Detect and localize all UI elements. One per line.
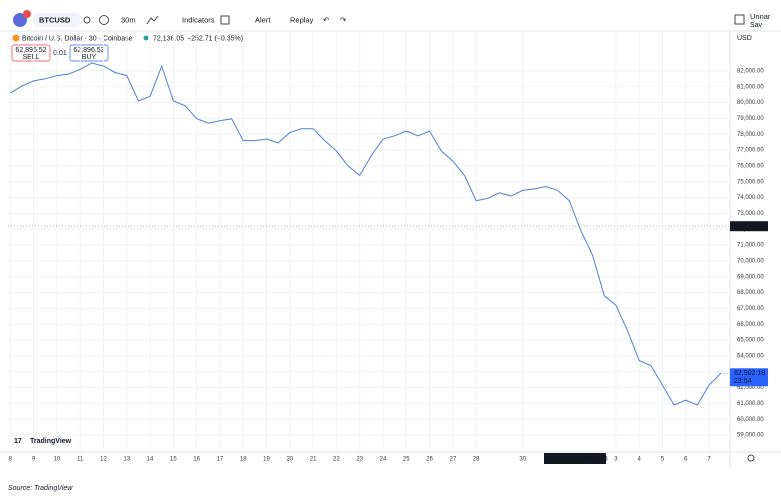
x-tick-label: 25	[403, 457, 410, 463]
last-price-label: 62,902.18	[734, 370, 765, 377]
alert[interactable]: Alert	[255, 15, 271, 24]
sell-price[interactable]: 62,896.52	[15, 47, 46, 54]
x-tick-label: 5	[661, 457, 665, 463]
y-tick-label: 81,000.00	[737, 84, 764, 90]
settings-icon[interactable]	[747, 454, 755, 462]
interval[interactable]: 30m	[121, 15, 136, 24]
x-tick-label: 12	[100, 457, 107, 463]
x-tick-label: 4	[637, 457, 641, 463]
x-tick-label: 30	[519, 457, 526, 463]
last-price-box	[730, 368, 768, 387]
plot: 59,000.0060,000.0061,000.0062,000.0063,0…	[8, 31, 768, 464]
y-tick-label: 79,000.00	[737, 116, 764, 122]
price-level-box	[730, 221, 768, 232]
y-tick-label: 69,000.00	[737, 274, 764, 280]
currency: USD	[737, 35, 752, 42]
symbol[interactable]: BTCUSD	[39, 15, 71, 24]
legend-change: −252.71 (−0.35%)	[187, 35, 243, 42]
y-tick-label: 61,000.00	[737, 401, 764, 407]
source: Source: TradingView	[8, 485, 73, 492]
sell-label[interactable]: SELL	[22, 54, 39, 61]
x-tick-label: 23	[356, 457, 363, 463]
x-tick-label: 16	[193, 457, 200, 463]
avatar[interactable]	[13, 13, 27, 27]
y-tick-label: 80,000.00	[737, 100, 764, 106]
crosshair-label: Mon 01 Jun '26	[547, 456, 595, 463]
chart-type-icon[interactable]	[146, 15, 159, 25]
y-tick-label: 77,000.00	[737, 148, 764, 154]
undo[interactable]: ↶	[323, 15, 330, 24]
x-tick-label: 26	[426, 457, 433, 463]
buy-price[interactable]: 62,896.53	[73, 47, 104, 54]
price-level-label: 72,189.96	[734, 223, 765, 230]
x-tick-label: 17	[217, 457, 224, 463]
x-tick-label: 8	[9, 457, 13, 463]
x-tick-label: 21	[310, 457, 317, 463]
y-tick-label: 70,000.00	[737, 258, 764, 264]
y-tick-label: 62,000.00	[737, 385, 764, 391]
y-tick-label: 74,000.00	[737, 195, 764, 201]
logo: TradingView	[30, 438, 72, 445]
x-tick-label: 9	[32, 457, 36, 463]
crosshair-box	[544, 453, 606, 464]
y-tick-label: 75,000.00	[737, 179, 764, 185]
layout-icon[interactable]	[734, 14, 745, 25]
x-tick-label: 6	[684, 457, 688, 463]
x-tick-label: 19	[263, 457, 270, 463]
layout-save[interactable]: Sav	[750, 22, 763, 29]
buy-label[interactable]: BUY	[82, 54, 97, 61]
spread: 0.01	[53, 50, 67, 57]
redo[interactable]: ↷	[340, 15, 347, 24]
x-tick-label: 14	[147, 457, 154, 463]
badge	[23, 10, 31, 18]
x-tick-label: 18	[240, 457, 247, 463]
x-tick-label: 13	[123, 457, 130, 463]
x-tick-label: 24	[380, 457, 387, 463]
y-tick-label: 64,000.00	[737, 353, 764, 359]
y-tick-label: 76,000.00	[737, 163, 764, 169]
legend-price: 72,136.05	[153, 35, 184, 42]
x-tick-label: 10	[54, 457, 61, 463]
x-tick-label: 3	[614, 457, 618, 463]
y-tick-label: 68,000.00	[737, 290, 764, 296]
indicators[interactable]: Indicators	[182, 15, 215, 24]
y-tick-label: 73,000.00	[737, 211, 764, 217]
status-dot	[143, 35, 149, 41]
x-tick-label: 22	[333, 457, 340, 463]
templates-icon[interactable]	[220, 15, 230, 25]
add-icon[interactable]	[99, 15, 109, 25]
layout-name[interactable]: Unnar	[750, 12, 771, 21]
sell-box[interactable]	[11, 44, 51, 62]
countdown: 23:54	[734, 378, 752, 385]
eye-icon[interactable]	[83, 16, 91, 24]
logo-mark: 17	[14, 438, 22, 445]
y-tick-label: 66,000.00	[737, 322, 764, 328]
y-tick-label: 65,000.00	[737, 338, 764, 344]
legend-title: Bitcoin / U.S. Dollar · 30 · Coinbase	[22, 35, 133, 42]
coin-icon	[12, 34, 20, 42]
symbol-box[interactable]	[34, 13, 80, 27]
replay[interactable]: Replay	[290, 15, 314, 24]
y-tick-label: 60,000.00	[737, 417, 764, 423]
y-tick-label: 67,000.00	[737, 306, 764, 312]
y-tick-label: 82,000.00	[737, 68, 764, 74]
x-tick-label: 11	[77, 457, 84, 463]
x-tick-label: 15	[170, 457, 177, 463]
crosshair-time: 05:00	[590, 456, 608, 463]
x-tick-label: 27	[450, 457, 457, 463]
x-tick-label: 7	[707, 457, 711, 463]
price-line	[10, 62, 722, 406]
y-tick-label: 71,000.00	[737, 243, 764, 249]
x-tick-label: 28	[473, 457, 480, 463]
y-tick-label: 78,000.00	[737, 132, 764, 138]
buy-box[interactable]	[69, 44, 109, 62]
x-tick-label: 20	[286, 457, 293, 463]
y-tick-label: 59,000.00	[737, 433, 764, 439]
